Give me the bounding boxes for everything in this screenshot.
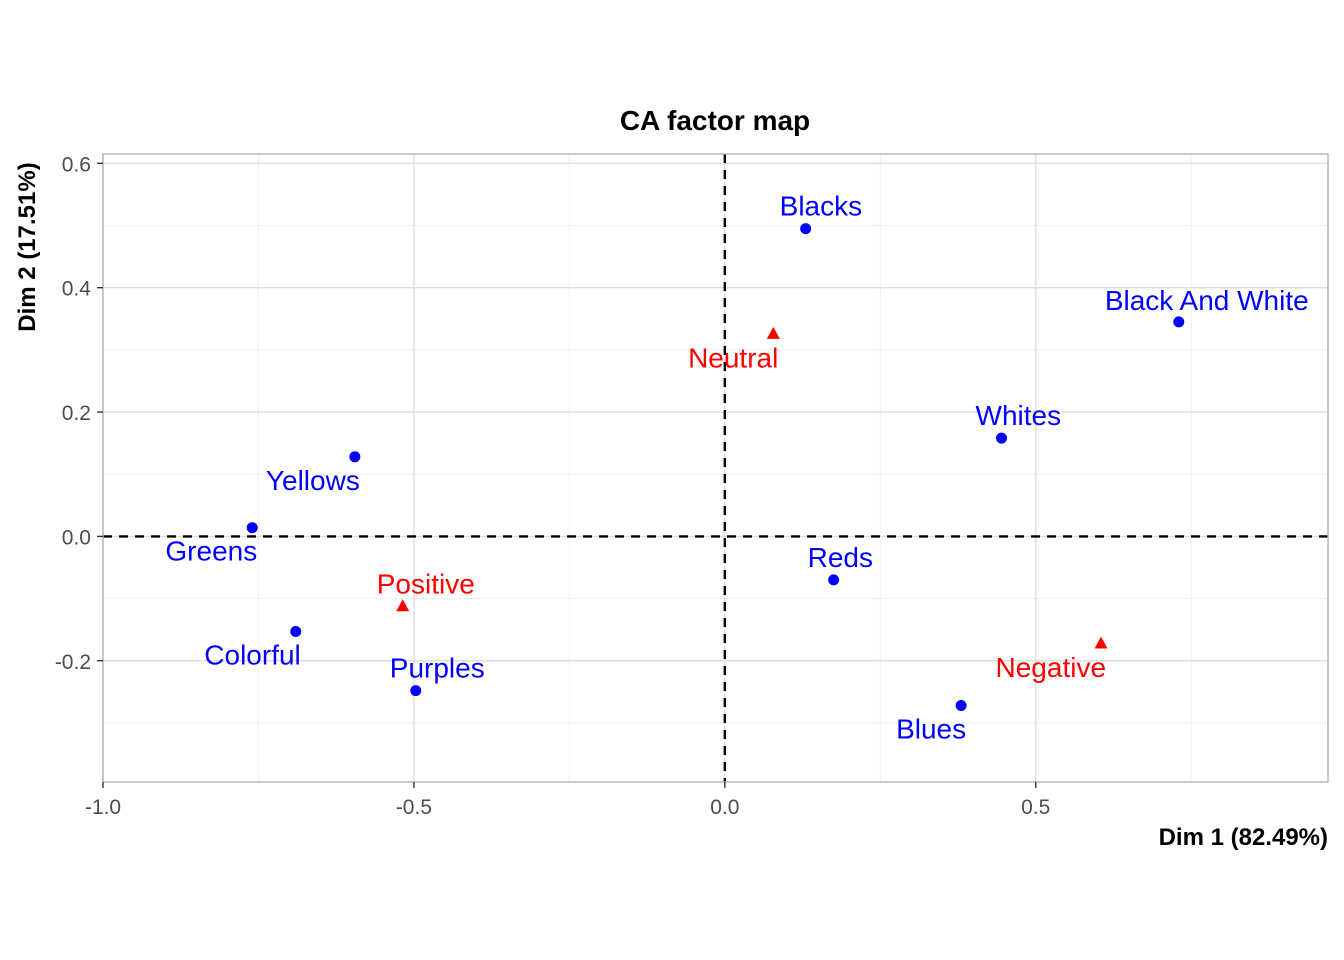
axis-ticks	[97, 162, 1037, 788]
point-label-purples: Purples	[390, 653, 485, 684]
point-label-neutral: Neutral	[688, 342, 778, 373]
point-neutral	[766, 326, 780, 339]
point-label-reds: Reds	[808, 542, 873, 573]
y-tick-label: -0.2	[55, 651, 91, 674]
x-axis-title: Dim 1 (82.49%)	[1159, 824, 1328, 851]
point-positive	[396, 599, 410, 612]
point-label-yellows: Yellows	[266, 465, 360, 496]
x-tick-label: 0.0	[710, 796, 739, 819]
point-black-and-white	[1173, 316, 1185, 328]
data-points	[246, 223, 1185, 712]
point-label-whites: Whites	[976, 400, 1062, 431]
y-tick-label: 0.4	[62, 278, 92, 301]
grid-minor	[103, 154, 1328, 782]
y-axis-title: Dim 2 (17.51%)	[14, 162, 41, 331]
point-blues	[955, 700, 967, 712]
point-purples	[410, 685, 422, 697]
point-label-blues: Blues	[896, 714, 966, 745]
axis-tick-labels: -1.0 -0.5 0.0 0.5 -0.2 0.0 0.2 0.4 0.6	[55, 153, 1051, 819]
reference-lines	[103, 154, 1328, 782]
y-tick-label: 0.0	[62, 526, 91, 549]
y-tick-label: 0.2	[62, 402, 91, 425]
point-label-negative: Negative	[996, 652, 1107, 683]
chart-title: CA factor map	[620, 105, 810, 136]
point-whites	[996, 432, 1008, 444]
point-yellows	[349, 451, 361, 463]
x-tick-label: -1.0	[85, 796, 121, 819]
point-labels: Blacks Black And White Whites Yellows Greens…	[165, 191, 1308, 745]
point-label-colorful: Colorful	[204, 640, 300, 671]
point-colorful	[290, 626, 302, 638]
y-tick-label: 0.6	[62, 153, 91, 176]
point-reds	[828, 574, 840, 586]
point-label-black-and-white: Black And White	[1105, 285, 1309, 316]
plot-panel-border	[102, 153, 1329, 783]
point-greens	[246, 522, 258, 534]
point-negative	[1094, 636, 1108, 649]
point-label-blacks: Blacks	[780, 191, 862, 222]
point-blacks	[800, 223, 812, 235]
x-tick-label: -0.5	[396, 796, 432, 819]
point-label-greens: Greens	[165, 536, 257, 567]
point-label-positive: Positive	[377, 569, 475, 600]
x-tick-label: 0.5	[1021, 796, 1050, 819]
